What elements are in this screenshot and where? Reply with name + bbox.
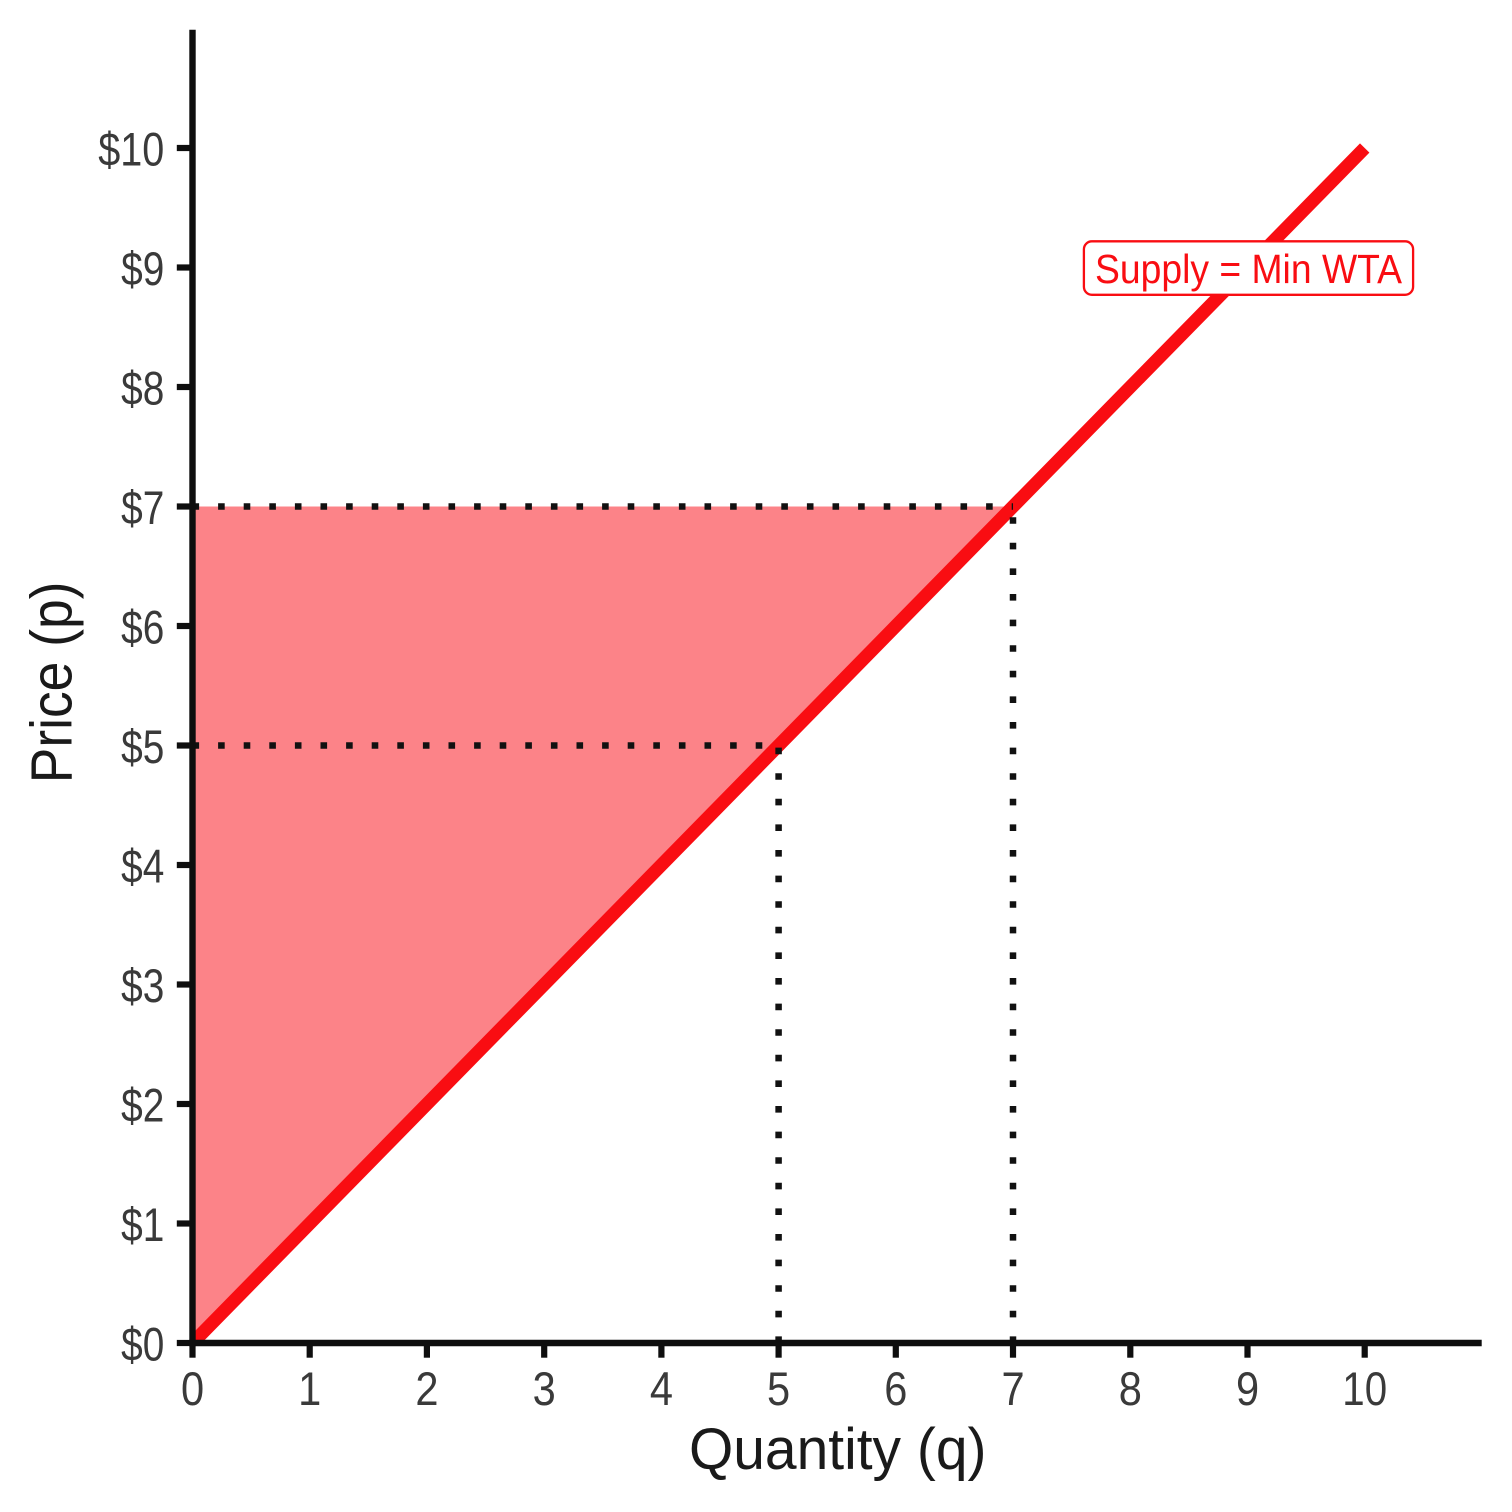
svg-text:$9: $9 bbox=[121, 244, 164, 296]
svg-text:2: 2 bbox=[415, 1364, 438, 1416]
svg-text:$5: $5 bbox=[121, 722, 164, 774]
svg-text:9: 9 bbox=[1236, 1364, 1259, 1416]
svg-text:$1: $1 bbox=[121, 1200, 164, 1252]
svg-text:$7: $7 bbox=[121, 483, 164, 535]
svg-text:$4: $4 bbox=[121, 841, 164, 893]
svg-text:$0: $0 bbox=[121, 1319, 164, 1371]
svg-text:Price (p): Price (p) bbox=[18, 582, 84, 784]
svg-text:5: 5 bbox=[767, 1364, 790, 1416]
svg-text:$6: $6 bbox=[121, 602, 164, 654]
svg-text:0: 0 bbox=[181, 1364, 204, 1416]
svg-text:$10: $10 bbox=[98, 124, 164, 176]
svg-text:4: 4 bbox=[650, 1364, 673, 1416]
svg-text:6: 6 bbox=[884, 1364, 907, 1416]
svg-text:$8: $8 bbox=[121, 363, 164, 415]
svg-text:7: 7 bbox=[1001, 1364, 1024, 1416]
svg-text:8: 8 bbox=[1119, 1364, 1142, 1416]
svg-text:1: 1 bbox=[298, 1364, 321, 1416]
svg-text:10: 10 bbox=[1342, 1363, 1387, 1416]
svg-text:Quantity (q): Quantity (q) bbox=[689, 1417, 987, 1482]
svg-text:$2: $2 bbox=[121, 1080, 164, 1132]
svg-text:Supply = Min WTA: Supply = Min WTA bbox=[1095, 247, 1402, 292]
svg-text:$3: $3 bbox=[121, 961, 164, 1013]
svg-text:3: 3 bbox=[533, 1364, 556, 1416]
